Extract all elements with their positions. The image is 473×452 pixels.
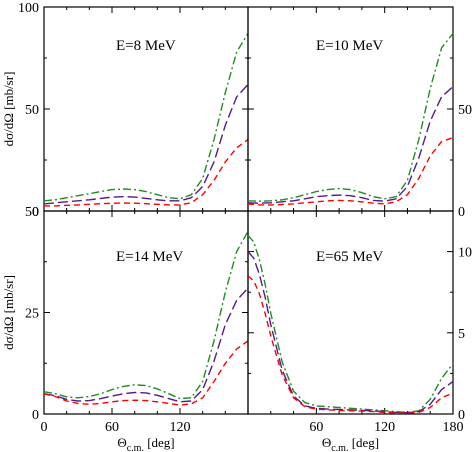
y-tick-label: 0 xyxy=(32,408,39,423)
series-line-3 xyxy=(44,139,249,207)
series-line-1 xyxy=(43,230,249,400)
x-tick-label: 60 xyxy=(105,420,119,435)
y-tick-label: 100 xyxy=(18,1,39,16)
series-line-2 xyxy=(247,251,454,414)
chart-panel-4: 0 5 10 60 120 180 E=65 MeV Θc.m. [deg] xyxy=(247,210,472,452)
x-tick-label: 180 xyxy=(443,420,464,435)
series-line-2 xyxy=(43,84,249,205)
y-tick-label: 50 xyxy=(25,205,39,220)
series-line-2 xyxy=(43,287,249,403)
series-line-2 xyxy=(247,86,454,204)
panel-energy-label: E=14 MeV xyxy=(116,249,183,265)
x-tick-label: 0 xyxy=(41,420,48,435)
x-tick-label: 60 xyxy=(309,420,323,435)
x-tick-label: 120 xyxy=(170,420,191,435)
y-axis-title: dσ/dΩ [mb/sr] xyxy=(1,72,16,147)
y-tick-label: 5 xyxy=(458,327,465,342)
y-tick-label: 10 xyxy=(458,246,472,261)
y-tick-label: 0 xyxy=(458,205,465,220)
series-line-3 xyxy=(43,340,249,406)
y-tick-label: 50 xyxy=(25,103,39,118)
panel-energy-label: E=10 MeV xyxy=(316,38,383,54)
panel-frame xyxy=(43,210,249,415)
panel-frame xyxy=(247,210,454,415)
panel-energy-label: E=65 MeV xyxy=(316,249,383,265)
y-axis-title: dσ/dΩ [mb/sr] xyxy=(1,275,16,350)
chart-panel-2: 0 50 E=10 MeV xyxy=(247,6,472,220)
y-tick-label: 0 xyxy=(32,205,39,220)
series-line-3 xyxy=(247,275,454,414)
x-axis-title: Θc.m. [deg] xyxy=(322,435,379,452)
y-tick-label: 0 xyxy=(458,408,465,423)
y-tick-label: 25 xyxy=(25,307,39,322)
series-line-3 xyxy=(247,136,454,206)
x-axis-title: Θc.m. [deg] xyxy=(117,435,174,452)
y-tick-label: 50 xyxy=(458,103,472,118)
panel-energy-label: E=8 MeV xyxy=(116,38,176,54)
series-line-1 xyxy=(247,33,454,202)
series-line-1 xyxy=(43,33,249,202)
x-tick-label: 120 xyxy=(374,420,395,435)
series-line-1 xyxy=(247,234,454,414)
